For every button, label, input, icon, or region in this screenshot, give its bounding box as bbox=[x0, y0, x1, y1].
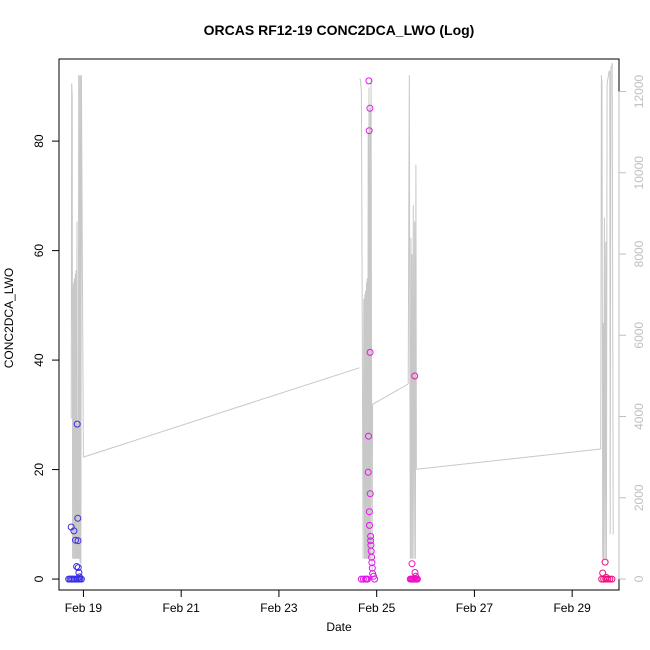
data-point bbox=[73, 420, 81, 428]
data-point bbox=[77, 575, 85, 583]
data-point bbox=[366, 348, 374, 356]
data-point bbox=[411, 569, 419, 576]
x-tick-label: Feb 29 bbox=[553, 601, 591, 615]
data-point bbox=[74, 514, 82, 522]
data-point bbox=[412, 572, 420, 580]
y-right-tick-label: 6000 bbox=[632, 322, 646, 349]
right-axis-line-segment bbox=[83, 367, 360, 458]
y-left-tick-label: 60 bbox=[32, 244, 46, 258]
y-left-tick-label: 80 bbox=[32, 134, 46, 148]
right-axis-line-segment bbox=[70, 75, 84, 567]
y-axis-label: CONC2DCA_LWO bbox=[2, 268, 16, 368]
y-axis-left: 0 20 40 60 80 bbox=[32, 134, 60, 582]
x-tick-label: Feb 23 bbox=[260, 601, 298, 615]
data-points bbox=[65, 77, 616, 583]
x-tick-label: Feb 21 bbox=[163, 601, 201, 615]
data-point bbox=[365, 127, 373, 135]
data-point bbox=[359, 575, 367, 583]
right-axis-line-segment bbox=[600, 63, 614, 559]
data-point bbox=[602, 573, 610, 581]
data-point bbox=[73, 563, 81, 570]
data-point bbox=[74, 564, 82, 572]
y-right-tick-label: 10000 bbox=[632, 156, 646, 190]
data-point bbox=[601, 558, 609, 566]
data-point bbox=[75, 569, 83, 576]
y-left-tick-label: 20 bbox=[32, 463, 46, 477]
y-axis-right: 0 2000 4000 6000 8000 10000 12000 bbox=[618, 74, 646, 582]
data-point bbox=[604, 575, 612, 583]
data-point bbox=[75, 573, 83, 581]
data-point bbox=[411, 372, 419, 380]
x-axis: Feb 19 Feb 21 Feb 23 Feb 25 Feb 27 Feb 29 bbox=[65, 589, 591, 615]
y-right-tick-label: 0 bbox=[632, 575, 646, 582]
data-point bbox=[606, 575, 614, 583]
data-point bbox=[366, 104, 374, 112]
data-point bbox=[70, 527, 78, 535]
right-axis-line-segment bbox=[416, 448, 601, 470]
data-point bbox=[366, 521, 373, 529]
right-axis-line-segment bbox=[407, 75, 417, 559]
data-point bbox=[408, 560, 416, 568]
data-point bbox=[599, 569, 607, 577]
data-point bbox=[72, 536, 79, 544]
y-right-tick-label: 12000 bbox=[632, 74, 646, 108]
data-point bbox=[365, 508, 373, 516]
right-axis-line-segment bbox=[372, 383, 409, 405]
y-right-tick-label: 2000 bbox=[632, 484, 646, 511]
data-point bbox=[371, 575, 379, 583]
data-point bbox=[365, 77, 373, 85]
y-right-tick-label: 4000 bbox=[632, 403, 646, 430]
data-point bbox=[365, 432, 372, 440]
chart-title: ORCAS RF12-19 CONC2DCA_LWO (Log) bbox=[204, 22, 475, 38]
x-axis-label: Date bbox=[326, 620, 352, 634]
x-tick-label: Feb 25 bbox=[358, 601, 396, 615]
data-point bbox=[364, 575, 371, 583]
data-point bbox=[367, 532, 375, 540]
x-tick-label: Feb 27 bbox=[456, 601, 494, 615]
y-left-tick-label: 0 bbox=[32, 575, 46, 582]
x-tick-label: Feb 19 bbox=[65, 601, 103, 615]
y-left-tick-label: 40 bbox=[32, 353, 46, 367]
data-point bbox=[366, 490, 374, 498]
data-point bbox=[364, 468, 372, 476]
plot-frame bbox=[58, 58, 620, 591]
y-right-tick-label: 8000 bbox=[632, 240, 646, 267]
data-point bbox=[368, 553, 376, 561]
right-axis-line bbox=[70, 63, 614, 571]
right-axis-line-segment bbox=[359, 78, 374, 571]
data-point bbox=[74, 537, 82, 545]
data-point bbox=[367, 537, 375, 545]
